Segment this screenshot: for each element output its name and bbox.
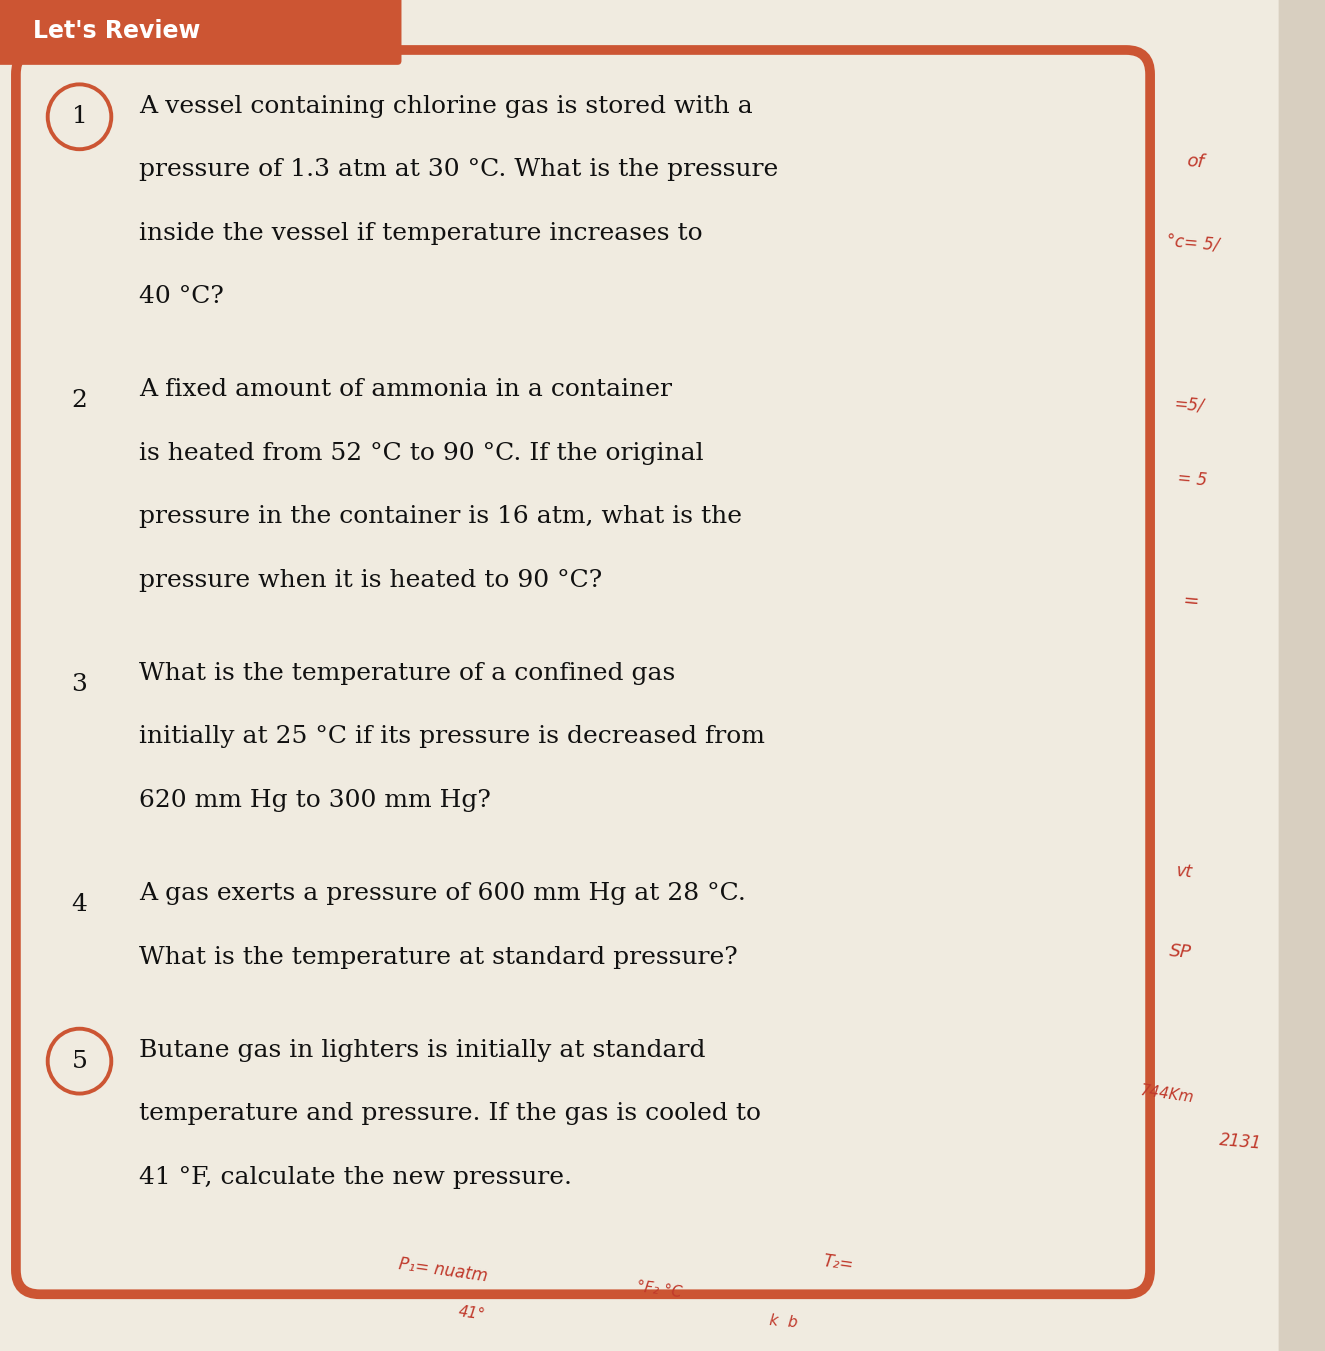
Text: SP: SP xyxy=(1169,943,1192,962)
Text: What is the temperature of a confined gas: What is the temperature of a confined ga… xyxy=(139,662,676,685)
Text: pressure when it is heated to 90 °C?: pressure when it is heated to 90 °C? xyxy=(139,569,603,592)
Text: 2131: 2131 xyxy=(1219,1131,1263,1152)
Text: 620 mm Hg to 300 mm Hg?: 620 mm Hg to 300 mm Hg? xyxy=(139,789,492,812)
Text: 40 °C?: 40 °C? xyxy=(139,285,224,308)
FancyBboxPatch shape xyxy=(0,0,1279,1351)
Text: A vessel containing chlorine gas is stored with a: A vessel containing chlorine gas is stor… xyxy=(139,95,753,118)
Text: 41°: 41° xyxy=(457,1304,486,1323)
Text: P₁= nuatm: P₁= nuatm xyxy=(398,1255,489,1285)
Text: temperature and pressure. If the gas is cooled to: temperature and pressure. If the gas is … xyxy=(139,1102,761,1125)
Text: 41 °F, calculate the new pressure.: 41 °F, calculate the new pressure. xyxy=(139,1166,572,1189)
Text: initially at 25 °C if its pressure is decreased from: initially at 25 °C if its pressure is de… xyxy=(139,725,765,748)
Text: T₂=: T₂= xyxy=(822,1252,855,1274)
Text: 2: 2 xyxy=(72,389,87,412)
Text: °F₂ °C: °F₂ °C xyxy=(636,1279,684,1301)
Text: A fixed amount of ammonia in a container: A fixed amount of ammonia in a container xyxy=(139,378,672,401)
Text: k  b: k b xyxy=(768,1313,798,1329)
Text: Let's Review: Let's Review xyxy=(33,19,200,43)
Text: 4: 4 xyxy=(72,893,87,916)
Text: A gas exerts a pressure of 600 mm Hg at 28 °C.: A gas exerts a pressure of 600 mm Hg at … xyxy=(139,882,746,905)
Text: inside the vessel if temperature increases to: inside the vessel if temperature increas… xyxy=(139,222,702,245)
Text: 744Km: 744Km xyxy=(1140,1084,1195,1105)
Text: °c= 5/: °c= 5/ xyxy=(1166,232,1220,254)
Text: vt: vt xyxy=(1175,862,1192,881)
FancyBboxPatch shape xyxy=(0,0,401,65)
Text: of: of xyxy=(1186,153,1204,172)
Text: 3: 3 xyxy=(72,673,87,696)
Text: =5/: =5/ xyxy=(1173,394,1204,416)
Text: pressure in the container is 16 atm, what is the: pressure in the container is 16 atm, wha… xyxy=(139,505,742,528)
Text: =: = xyxy=(1182,590,1200,612)
Text: 1: 1 xyxy=(72,105,87,128)
FancyBboxPatch shape xyxy=(16,50,1150,1294)
Text: What is the temperature at standard pressure?: What is the temperature at standard pres… xyxy=(139,946,738,969)
Text: = 5: = 5 xyxy=(1177,469,1208,490)
Text: pressure of 1.3 atm at 30 °C. What is the pressure: pressure of 1.3 atm at 30 °C. What is th… xyxy=(139,158,778,181)
Text: 5: 5 xyxy=(72,1050,87,1073)
Text: is heated from 52 °C to 90 °C. If the original: is heated from 52 °C to 90 °C. If the or… xyxy=(139,442,704,465)
Text: Butane gas in lighters is initially at standard: Butane gas in lighters is initially at s… xyxy=(139,1039,706,1062)
